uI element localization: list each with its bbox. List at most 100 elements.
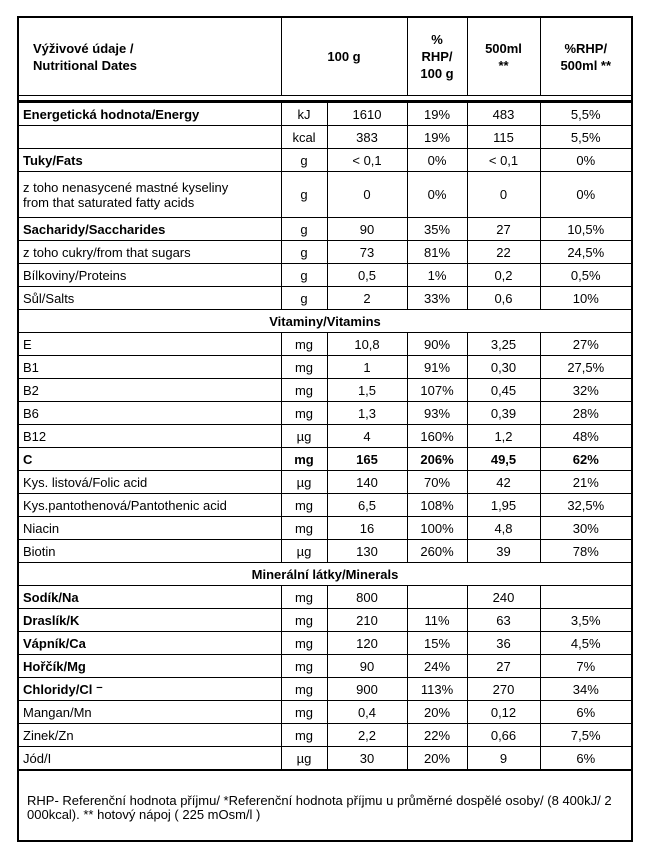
table-row: z toho nenasycené mastné kyseliny from t…	[19, 171, 631, 218]
cell: 20%	[406, 700, 468, 724]
section-row: Vitaminy/Vitamins	[19, 309, 631, 333]
cell: 3,5%	[539, 608, 631, 632]
cell: 91%	[406, 355, 468, 379]
nutrient-name: Biotin	[19, 539, 282, 563]
table-row: kcal 383 19% 115 5,5%	[19, 125, 631, 149]
nutrition-panel: Výživové údaje / Nutritional Dates 100 g%…	[17, 16, 633, 842]
table-row: Biotin µg 130 260% 39 78%	[19, 539, 631, 563]
cell: 115	[466, 125, 541, 149]
cell: mg	[280, 585, 328, 609]
nutrient-name: z toho cukry/from that sugars	[19, 240, 282, 264]
cell: mg	[280, 516, 328, 540]
nutrient-name: Sacharidy/Saccharides	[19, 217, 282, 241]
nutrient-name: Niacin	[19, 516, 282, 540]
cell: 93%	[406, 401, 468, 425]
table-row: Sodík/Na mg 800 240	[19, 585, 631, 609]
cell: 0%	[539, 148, 631, 172]
nutrient-name: B12	[19, 424, 282, 448]
table-row: Draslík/K mg 210 11% 63 3,5%	[19, 608, 631, 632]
cell: 19%	[406, 102, 468, 126]
cell: 42	[466, 470, 541, 494]
table-row: B12 µg 4 160% 1,2 48%	[19, 424, 631, 448]
nutrient-name: Draslík/K	[19, 608, 282, 632]
nutrient-name: Hořčík/Mg	[19, 654, 282, 678]
nutrient-name: Kys.pantothenová/Pantothenic acid	[19, 493, 282, 517]
section-row: Minerální látky/Minerals	[19, 562, 631, 586]
cell: 0,5	[326, 263, 408, 287]
header-cell: 100 g	[280, 18, 408, 96]
cell: µg	[280, 539, 328, 563]
cell: µg	[280, 424, 328, 448]
cell: 0,45	[466, 378, 541, 402]
cell: 4,5%	[539, 631, 631, 655]
cell	[406, 585, 468, 609]
cell: 6%	[539, 700, 631, 724]
table-row: Zinek/Zn mg 2,2 22% 0,66 7,5%	[19, 723, 631, 747]
cell: 0,30	[466, 355, 541, 379]
cell: 0,12	[466, 700, 541, 724]
cell: 30%	[539, 516, 631, 540]
cell: 7%	[539, 654, 631, 678]
cell: 5,5%	[539, 125, 631, 149]
cell: 260%	[406, 539, 468, 563]
cell: 0	[466, 171, 541, 218]
cell: 206%	[406, 447, 468, 471]
cell: 24,5%	[539, 240, 631, 264]
cell: 0,2	[466, 263, 541, 287]
cell: mg	[280, 723, 328, 747]
cell: mg	[280, 401, 328, 425]
cell: 3,25	[466, 332, 541, 356]
cell: 34%	[539, 677, 631, 701]
cell: 5,5%	[539, 102, 631, 126]
cell: 11%	[406, 608, 468, 632]
table-row: Mangan/Mn mg 0,4 20% 0,12 6%	[19, 700, 631, 724]
footnote: RHP- Referenční hodnota příjmu/ *Referen…	[27, 793, 612, 822]
cell: 7,5%	[539, 723, 631, 747]
nutrient-name	[19, 125, 282, 149]
cell: 49,5	[466, 447, 541, 471]
cell: 15%	[406, 631, 468, 655]
cell: 160%	[406, 424, 468, 448]
cell: 30	[326, 746, 408, 771]
nutrient-name: Sůl/Salts	[19, 286, 282, 310]
cell: 0	[326, 171, 408, 218]
table-row: Sacharidy/Saccharides g 90 35% 27 10,5%	[19, 217, 631, 241]
cell: mg	[280, 493, 328, 517]
table-row: Bílkoviny/Proteins g 0,5 1% 0,2 0,5%	[19, 263, 631, 287]
cell: 0,6	[466, 286, 541, 310]
cell: 1,2	[466, 424, 541, 448]
cell: 900	[326, 677, 408, 701]
cell: 16	[326, 516, 408, 540]
cell: 0%	[406, 171, 468, 218]
cell: 113%	[406, 677, 468, 701]
cell: 0%	[406, 148, 468, 172]
cell: 48%	[539, 424, 631, 448]
table-row: Tuky/Fats g < 0,1 0% < 0,1 0%	[19, 148, 631, 172]
nutrient-name: Kys. listová/Folic acid	[19, 470, 282, 494]
nutrient-name: Mangan/Mn	[19, 700, 282, 724]
cell: 78%	[539, 539, 631, 563]
cell: g	[280, 240, 328, 264]
cell: 22	[466, 240, 541, 264]
cell: 6,5	[326, 493, 408, 517]
cell: mg	[280, 332, 328, 356]
cell: 0,5%	[539, 263, 631, 287]
separator	[19, 96, 631, 102]
cell: < 0,1	[326, 148, 408, 172]
cell: 210	[326, 608, 408, 632]
header-cell: %RHP/ 500ml **	[539, 18, 631, 96]
header-cell: % RHP/ 100 g	[406, 18, 468, 96]
table-row: Kys.pantothenová/Pantothenic acid mg 6,5 10…	[19, 493, 631, 517]
cell: 90	[326, 217, 408, 241]
cell: 28%	[539, 401, 631, 425]
cell: 2	[326, 286, 408, 310]
table-row: Sůl/Salts g 2 33% 0,6 10%	[19, 286, 631, 310]
cell: µg	[280, 746, 328, 771]
cell: 33%	[406, 286, 468, 310]
header-row: Výživové údaje / Nutritional Dates 100 g%…	[19, 18, 631, 96]
cell: 1,3	[326, 401, 408, 425]
cell: 27%	[539, 332, 631, 356]
cell: 120	[326, 631, 408, 655]
